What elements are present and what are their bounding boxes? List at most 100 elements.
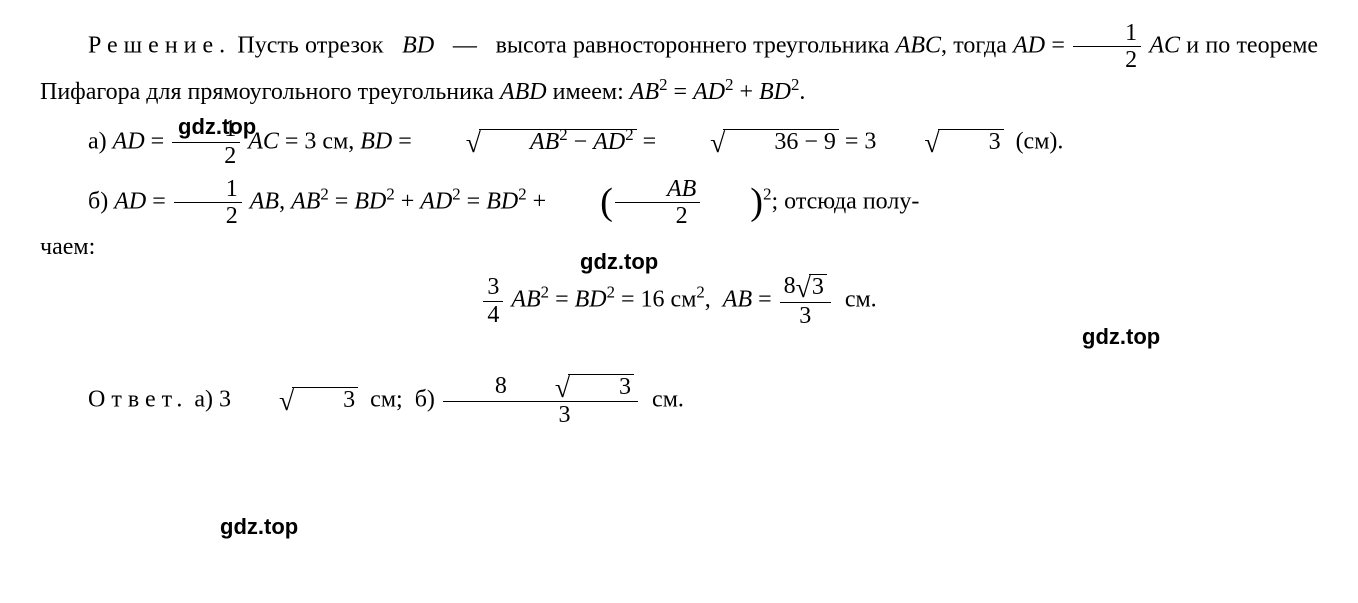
solution-paragraph: Решение. Пусть отрезок BD — высота равно… xyxy=(40,20,1318,110)
equals: = xyxy=(152,188,166,214)
triangle-abd: ABD xyxy=(500,79,547,105)
unit: см. xyxy=(845,287,877,313)
fraction-8r3-3: 8√3 3 xyxy=(443,373,638,429)
sqrt-expr: √3 xyxy=(231,387,358,415)
var-ad: AD xyxy=(114,188,146,214)
var-bd: BD xyxy=(759,79,791,105)
part-b-continuation: чаем: xyxy=(40,229,1318,265)
radicand: 3 xyxy=(292,387,358,415)
radicand: 3 xyxy=(568,374,634,402)
part-a-label: а) xyxy=(88,128,107,154)
denominator: 2 xyxy=(1073,46,1141,73)
exponent: 2 xyxy=(659,75,667,94)
sqrt-expr: √ 36 − 9 xyxy=(662,129,839,157)
surd-icon: √ xyxy=(418,129,481,157)
plus: + xyxy=(533,188,547,214)
denominator: 2 xyxy=(615,202,700,229)
text: Пусть отрезок xyxy=(237,32,383,58)
var-ad: AD xyxy=(593,129,625,155)
part-b-line1: б) AD = 1 2 AB, AB2 = BD2 + AD2 = BD2 + … xyxy=(40,176,1318,230)
exponent: 2 xyxy=(607,283,615,302)
var-ad: AD xyxy=(693,79,725,105)
exponent: 2 xyxy=(541,283,549,302)
part-b-label: б) xyxy=(88,188,108,214)
part-a-label: а) xyxy=(194,386,213,412)
var-bd: BD xyxy=(354,188,386,214)
sqrt-expr: √3 xyxy=(876,129,1003,157)
var-ab: AB xyxy=(723,287,752,313)
numerator: 8√3 xyxy=(780,273,831,301)
var-ad: AD xyxy=(113,128,145,154)
var-ad: AD xyxy=(1013,32,1045,58)
surd-icon: √ xyxy=(876,129,939,157)
surd-icon: √ xyxy=(662,129,725,157)
unit: см; xyxy=(370,386,403,412)
document-body: gdz.top gdz.top gdz.top gdz.top Решение.… xyxy=(40,20,1318,429)
exponent: 2 xyxy=(320,184,328,203)
var-ab: AB xyxy=(291,188,320,214)
triangle-abc: ABC xyxy=(896,32,941,58)
denominator: 3 xyxy=(443,401,638,428)
var-ab: AB xyxy=(630,79,659,105)
left-paren-icon: ( xyxy=(552,187,613,218)
denominator: 4 xyxy=(483,301,503,328)
fraction-half: 1 2 xyxy=(172,116,240,170)
exponent: 2 xyxy=(452,184,460,203)
text: ; отсюда полу- xyxy=(771,188,919,214)
denominator: 2 xyxy=(174,202,242,229)
var-ad: AD xyxy=(420,188,452,214)
text: , тогда xyxy=(941,32,1007,58)
fraction-3-4: 3 4 xyxy=(483,274,503,328)
watermark: gdz.top xyxy=(220,510,298,543)
denominator: 3 xyxy=(780,302,831,329)
equals: = xyxy=(555,287,569,313)
var-bd: BD xyxy=(486,188,518,214)
exponent: 2 xyxy=(559,125,567,144)
var-ac: AC xyxy=(248,128,279,154)
fraction-half: 1 2 xyxy=(1073,20,1141,74)
dash: — xyxy=(453,32,477,58)
part-a-line: а) AD = 1 2 AC = 3 см, BD = √ AB2 − AD2 … xyxy=(40,116,1318,170)
surd-icon: √ xyxy=(507,374,570,402)
var-bd: BD xyxy=(360,128,392,154)
value: = 3 см, xyxy=(285,128,354,154)
exponent: 2 xyxy=(386,184,394,203)
exponent: 2 xyxy=(625,125,633,144)
exponent: 2 xyxy=(791,75,799,94)
display-equation: 3 4 AB2 = BD2 = 16 см2, AB = 8√3 3 см. xyxy=(40,273,1318,329)
radicand: 3 xyxy=(938,129,1004,157)
equals: = xyxy=(621,287,635,313)
coef: 3 xyxy=(219,386,231,412)
var-ac: AC xyxy=(1149,32,1180,58)
coef: 8 xyxy=(495,373,507,399)
text: высота равностороннего треугольника xyxy=(496,32,890,58)
text: имеем: xyxy=(553,79,624,105)
equals: = xyxy=(151,128,165,154)
denominator: 2 xyxy=(172,142,240,169)
radicand: 36 − 9 xyxy=(723,129,839,157)
numerator: 1 xyxy=(1073,20,1141,46)
solution-label: Решение. xyxy=(88,32,231,58)
plus: + xyxy=(401,188,415,214)
right-paren-icon: ) xyxy=(702,187,763,218)
comma: , xyxy=(279,188,285,214)
comma: , xyxy=(705,287,711,313)
surd-icon: √ xyxy=(231,387,294,415)
unit: (см). xyxy=(1016,128,1064,154)
answer-label: Ответ. xyxy=(88,386,188,412)
segment-bd: BD xyxy=(402,32,434,58)
fraction-8r3-3: 8√3 3 xyxy=(780,273,831,329)
coef: 8 xyxy=(784,273,796,299)
var-ab: AB xyxy=(530,129,559,155)
var-ab: AB xyxy=(511,287,540,313)
var-ab: AB xyxy=(250,188,279,214)
equals: = xyxy=(758,287,772,313)
var-bd: BD xyxy=(575,287,607,313)
value: 16 xyxy=(641,287,665,313)
numerator: 1 xyxy=(172,116,240,142)
answer-paragraph: Ответ. а) 3√3 см; б) 8√3 3 см. xyxy=(40,373,1318,429)
exponent: 2 xyxy=(725,75,733,94)
numerator: 8√3 xyxy=(443,373,638,401)
numerator: AB xyxy=(615,176,700,202)
exponent: 2 xyxy=(696,283,704,302)
